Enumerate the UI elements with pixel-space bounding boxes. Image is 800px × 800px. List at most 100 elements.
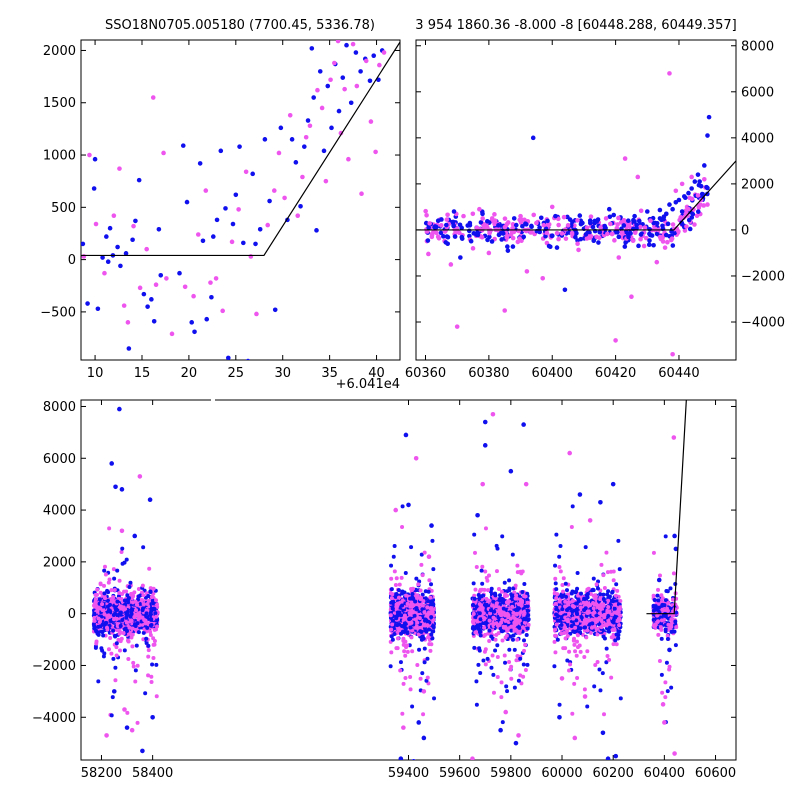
season-point [399, 631, 404, 636]
baseline-point [583, 232, 589, 237]
season-point [430, 636, 435, 641]
season-point [496, 586, 501, 591]
season-point [575, 571, 580, 576]
blue-outlier [113, 484, 118, 490]
season-point [408, 687, 413, 692]
season-point [418, 676, 423, 681]
full-lightcurve-xtick-label: 60000 [541, 766, 582, 781]
blue-point [676, 197, 682, 203]
season-point [402, 621, 407, 626]
season-point [403, 653, 408, 658]
season-point [104, 625, 109, 630]
blue-point [311, 95, 316, 100]
blue-point [210, 234, 216, 239]
season-point [402, 613, 407, 618]
season-point [146, 648, 151, 653]
season-point [142, 617, 147, 622]
season-point [98, 581, 103, 586]
blue-point [95, 306, 101, 312]
magenta-outlier [426, 554, 432, 559]
baseline-point [636, 243, 641, 249]
season-point [400, 591, 405, 596]
season-point [151, 656, 156, 661]
full-lightcurve-xtick-label: 58400 [132, 766, 173, 781]
season-point [117, 590, 122, 595]
magenta-point [182, 284, 188, 290]
magenta-point [346, 156, 351, 162]
season-point [477, 646, 482, 651]
magenta-outlier [129, 727, 135, 733]
blue-outlier [119, 487, 125, 492]
season-point [151, 636, 156, 641]
baseline-point [423, 220, 429, 226]
season-point [484, 596, 489, 601]
full-lightcurve-xtick-label: 60400 [644, 766, 685, 781]
season-point [489, 665, 494, 670]
magenta-point [191, 293, 196, 299]
season-point [149, 680, 154, 685]
season-point [394, 616, 399, 621]
baseline-point [651, 242, 656, 248]
zoom-fit-xtick-label: 30 [274, 366, 291, 381]
baseline-point [441, 234, 446, 239]
season-point [429, 632, 434, 637]
zoom-fit-title: SSO18N0705.005180 (7700.45, 5336.78) [105, 18, 375, 33]
season-point [396, 595, 401, 600]
season-point [115, 599, 120, 604]
season-point [557, 554, 562, 559]
season-point [503, 624, 508, 629]
blue-point [126, 346, 132, 351]
rise-point [697, 179, 702, 184]
blue-point [130, 237, 135, 243]
season-point [425, 605, 430, 610]
season-point [408, 625, 413, 630]
season-point [145, 601, 150, 606]
season-point [497, 611, 502, 616]
season-point [140, 622, 145, 627]
rise-point [692, 222, 697, 227]
blue-outlier [398, 756, 404, 760]
baseline-point [646, 242, 652, 248]
magenta-point [303, 134, 309, 140]
magenta-point [153, 282, 159, 288]
baseline-point [665, 221, 671, 227]
magenta-point [508, 232, 514, 237]
baseline-point [588, 214, 594, 219]
season-point [519, 609, 524, 614]
season-point [522, 582, 527, 587]
season-point [429, 582, 434, 587]
blue-outlier [403, 432, 409, 438]
magenta-point [295, 213, 301, 218]
rise-point [701, 203, 706, 208]
baseline-point [660, 223, 665, 229]
season-point [153, 611, 158, 616]
blue-point [100, 255, 105, 260]
season-point [491, 672, 496, 677]
season-point [113, 665, 118, 670]
season-point [128, 580, 133, 585]
season-point [129, 618, 134, 623]
baseline-point [647, 226, 652, 232]
magenta-point [195, 232, 201, 237]
season-point [113, 678, 118, 683]
season-point [524, 632, 529, 637]
magenta-point [486, 250, 492, 256]
recent-window-xtick-label: 60380 [468, 366, 509, 381]
baseline-point [438, 230, 444, 236]
blue-point [180, 143, 186, 148]
season-point [390, 606, 395, 611]
season-point [412, 613, 417, 618]
blue-point [257, 226, 263, 232]
season-point [408, 612, 413, 617]
blue-point [245, 358, 251, 360]
magenta-point [648, 218, 653, 224]
season-point [104, 620, 109, 625]
blue-point [145, 304, 150, 309]
season-point [501, 606, 506, 611]
blue-point [305, 118, 311, 123]
season-point [513, 583, 518, 588]
blue-point [553, 213, 558, 219]
season-point [502, 580, 507, 585]
season-point [514, 612, 519, 617]
blue-point [702, 163, 707, 168]
